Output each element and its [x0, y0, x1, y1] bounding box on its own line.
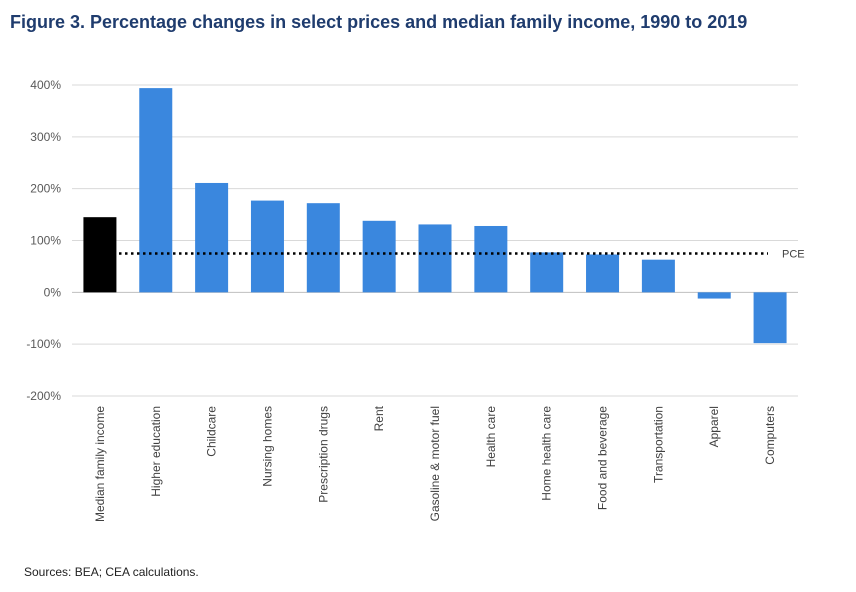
bar	[362, 220, 396, 293]
x-category-label: Apparel	[707, 406, 721, 447]
x-category-label: Childcare	[205, 406, 219, 457]
chart-title: Figure 3. Percentage changes in select p…	[10, 12, 748, 32]
bar	[139, 88, 173, 293]
y-tick-label: 100%	[30, 234, 61, 248]
y-tick-label: -100%	[26, 337, 61, 351]
bar-chart: PCE 400% 300% 200% 100% 0% -100% -200% Median …	[26, 78, 805, 522]
x-category-label: Higher education	[149, 406, 163, 497]
y-tick-label: 0%	[44, 285, 62, 299]
bar	[250, 200, 284, 293]
bar	[530, 252, 564, 293]
pce-reference: PCE	[95, 248, 805, 260]
x-category-label: Health care	[484, 406, 498, 468]
y-tick-label: -200%	[26, 389, 61, 403]
y-axis-ticks: 400% 300% 200% 100% 0% -100% -200%	[26, 78, 61, 403]
x-category-label: Median family income	[93, 406, 107, 522]
bar	[306, 203, 340, 293]
source-note: Sources: BEA; CEA calculations.	[24, 565, 199, 579]
x-category-label: Transportation	[651, 406, 665, 483]
y-tick-label: 200%	[30, 182, 61, 196]
bar	[586, 254, 620, 293]
x-category-label: Prescription drugs	[316, 406, 330, 503]
x-axis-labels: Median family income Higher education Chil…	[93, 405, 777, 522]
bar	[195, 182, 229, 293]
x-category-label: Computers	[763, 406, 777, 465]
x-category-label: Home health care	[540, 406, 554, 501]
x-category-label: Rent	[372, 405, 386, 431]
bars	[83, 88, 787, 344]
pce-label: PCE	[782, 248, 805, 260]
y-tick-label: 300%	[30, 130, 61, 144]
bar	[753, 292, 787, 344]
bar	[641, 259, 675, 293]
x-category-label: Gasoline & motor fuel	[428, 406, 442, 521]
bar	[418, 224, 452, 293]
x-category-label: Food and beverage	[596, 406, 610, 510]
bar	[474, 225, 508, 293]
y-tick-label: 400%	[30, 78, 61, 92]
bar	[697, 292, 731, 299]
x-category-label: Nursing homes	[260, 406, 274, 487]
bar	[83, 217, 117, 293]
